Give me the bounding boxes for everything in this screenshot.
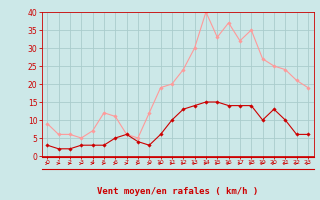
Text: Vent moyen/en rafales ( km/h ): Vent moyen/en rafales ( km/h ) <box>97 187 258 196</box>
